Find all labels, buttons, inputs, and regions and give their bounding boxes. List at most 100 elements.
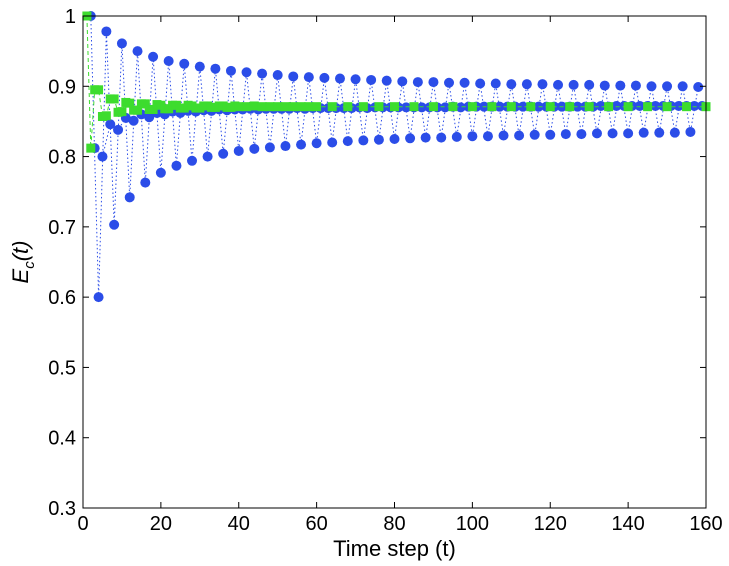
data-point xyxy=(428,102,438,112)
data-point xyxy=(475,78,486,89)
data-point xyxy=(397,76,408,87)
data-point xyxy=(241,67,252,78)
data-point xyxy=(140,177,151,188)
data-point xyxy=(638,127,649,138)
data-point xyxy=(93,292,104,303)
y-tick-label: 0.7 xyxy=(48,217,76,239)
data-point xyxy=(264,142,275,153)
data-point xyxy=(514,130,525,141)
data-point xyxy=(568,79,579,90)
data-point xyxy=(416,102,427,113)
data-point xyxy=(529,129,540,140)
data-point xyxy=(459,77,470,88)
data-point xyxy=(673,100,684,111)
data-point xyxy=(155,167,166,178)
data-point xyxy=(440,102,451,113)
data-point xyxy=(257,102,267,112)
data-point xyxy=(526,102,536,112)
data-point xyxy=(451,131,462,142)
data-point xyxy=(537,79,548,90)
series-layer xyxy=(82,11,711,303)
data-point xyxy=(257,68,268,79)
data-point xyxy=(144,112,155,123)
data-point xyxy=(662,81,673,92)
data-point xyxy=(327,102,337,112)
data-point xyxy=(148,51,159,62)
data-point xyxy=(163,55,174,66)
data-point xyxy=(630,80,641,91)
data-point xyxy=(490,78,501,89)
data-point xyxy=(405,133,416,144)
data-point xyxy=(455,102,466,113)
x-axis-title: Time step (t) xyxy=(333,536,456,561)
x-tick-label: 160 xyxy=(689,513,722,535)
data-point xyxy=(101,111,111,121)
data-point xyxy=(288,102,298,112)
data-point xyxy=(133,105,143,115)
data-point xyxy=(693,81,704,92)
x-tick-label: 100 xyxy=(456,513,489,535)
data-point xyxy=(113,124,124,135)
data-point xyxy=(623,128,634,139)
data-point xyxy=(389,134,400,144)
data-point xyxy=(342,136,353,147)
data-point xyxy=(685,126,696,137)
data-point xyxy=(646,81,657,92)
data-point xyxy=(288,71,299,82)
data-point xyxy=(467,131,478,142)
data-point xyxy=(584,102,594,112)
data-point xyxy=(591,128,602,139)
data-point xyxy=(116,38,127,49)
y-tick-label: 0.9 xyxy=(48,76,76,98)
data-point xyxy=(117,107,127,117)
data-point xyxy=(506,102,516,112)
data-point xyxy=(125,98,135,108)
y-axis-title-rest: (t) xyxy=(8,241,33,262)
data-point xyxy=(565,102,575,112)
data-point xyxy=(373,134,384,145)
y-axis-title-base: E xyxy=(8,268,33,283)
x-tick-label: 60 xyxy=(306,513,328,535)
data-point xyxy=(132,46,143,57)
data-point xyxy=(482,131,493,142)
data-point xyxy=(343,102,353,112)
data-point xyxy=(444,77,455,88)
data-point xyxy=(604,102,614,112)
data-point xyxy=(97,151,108,162)
data-point xyxy=(358,102,368,112)
data-point xyxy=(615,80,626,91)
data-point xyxy=(467,102,477,112)
data-point xyxy=(101,26,112,37)
data-point xyxy=(171,160,182,171)
data-point xyxy=(311,138,322,149)
data-point xyxy=(296,102,306,112)
data-point xyxy=(280,102,290,112)
data-point xyxy=(280,141,291,152)
data-point xyxy=(401,102,412,113)
data-point xyxy=(202,151,213,162)
data-point xyxy=(599,80,610,91)
series-2 xyxy=(82,11,711,153)
data-point xyxy=(412,77,423,88)
data-point xyxy=(327,137,338,148)
data-point xyxy=(545,102,555,112)
y-tick-label: 0.5 xyxy=(48,357,76,379)
data-point xyxy=(381,75,392,86)
data-point xyxy=(303,72,314,83)
data-point xyxy=(124,192,135,203)
series-0 xyxy=(85,11,704,303)
data-point xyxy=(273,102,283,112)
data-point xyxy=(148,104,158,114)
data-point xyxy=(358,135,369,146)
data-point xyxy=(623,102,633,112)
x-tick-label: 0 xyxy=(77,513,88,535)
data-point xyxy=(234,102,244,112)
data-point xyxy=(560,129,571,140)
data-point xyxy=(595,100,606,111)
data-point xyxy=(272,70,283,81)
data-point xyxy=(350,74,361,85)
data-point xyxy=(436,132,447,143)
x-tick-label: 80 xyxy=(383,513,405,535)
data-point xyxy=(650,100,661,111)
ticks-layer: 0 20 40 60 80 100 120 140 160 0.3 0.4 0.5 0.6 0.7 0.8 0… xyxy=(48,6,723,535)
